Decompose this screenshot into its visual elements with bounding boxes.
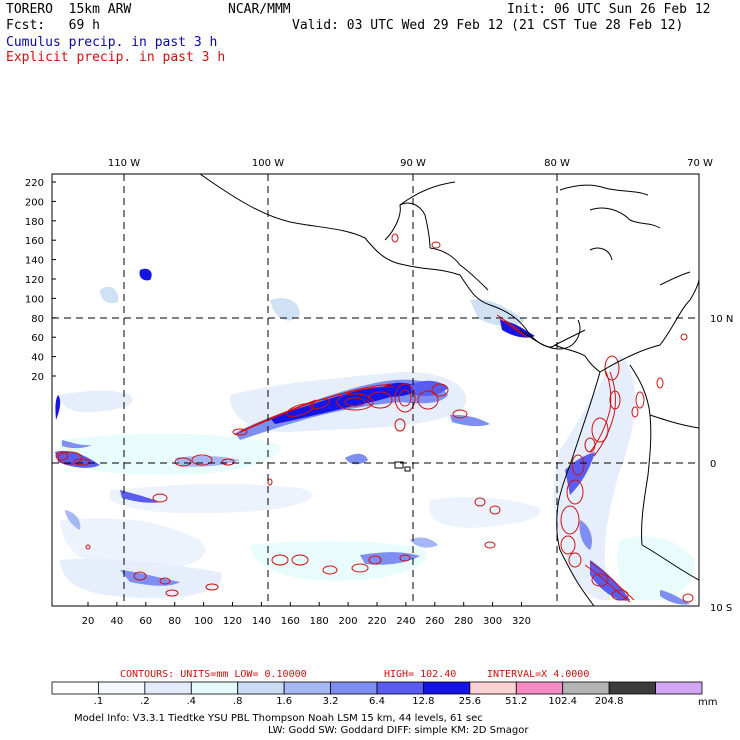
colorbar-label: 51.2 [505,696,527,707]
x-tick-label: 160 [281,616,300,627]
colorbar-swatch [283,681,331,695]
colorbar-label: .2 [140,696,150,707]
colorbar-unit: mm [698,697,717,708]
lon-label-80w: 80 W [544,158,570,169]
y-axis-labels: 220 200 180 160 140 120 100 80 60 40 20 [25,178,56,383]
x-tick-label: 100 [194,616,213,627]
y-tick-label: 140 [25,256,44,267]
colorbar-label: 102.4 [548,696,577,707]
lat-label-10n: 10 N [710,314,733,325]
x-tick-label: 80 [168,616,181,627]
y-tick-label: 80 [31,314,44,325]
colorbar-swatch [330,681,378,695]
colorbar-swatch [515,681,564,695]
x-tick-label: 180 [310,616,329,627]
colorbar-swatch [237,681,285,695]
y-tick-label: 160 [25,236,44,247]
colorbar-swatch [608,681,656,695]
x-axis-labels: 20 40 60 80 100 120 140 160 180 200 220 240 260 280 30… [82,602,531,627]
contour-high: HIGH= 102.40 [384,669,456,680]
cumulus-legend-label: Cumulus precip. in past 3 h [6,35,218,50]
colorbar-label: .4 [187,696,197,707]
colorbar: .1 .2 .4 .8 1.6 3.2 6.4 12.8 25.6 51.2 102.4 204.8 [51,681,703,707]
colorbar-swatch [469,681,517,695]
x-tick-label: 220 [367,616,386,627]
lon-label-90w: 90 W [400,158,426,169]
x-tick-label: 60 [139,616,152,627]
graticule [52,174,699,606]
colorbar-label: 25.6 [459,696,481,707]
colorbar-swatch [144,681,192,695]
x-tick-label: 280 [454,616,473,627]
colorbar-label: 204.8 [595,696,624,707]
colorbar-label: .8 [233,696,243,707]
x-tick-label: 300 [483,616,502,627]
explicit-contours [55,233,694,603]
colorbar-label: 12.8 [412,696,434,707]
plot-frame [51,173,700,607]
colorbar-label: 1.6 [276,696,292,707]
colorbar-swatch [190,681,239,695]
coastlines [199,174,699,606]
x-tick-label: 200 [339,616,358,627]
colorbar-swatch [655,681,703,695]
y-tick-label: 20 [31,372,44,383]
contour-info: CONTOURS: UNITS=mm LOW= 0.10000 [120,669,307,680]
colorbar-swatch [98,681,146,695]
y-tick-label: 180 [25,217,44,228]
lat-label-10s: 10 S [710,603,732,614]
x-tick-label: 260 [425,616,444,627]
colorbar-swatch [423,681,471,695]
y-tick-label: 220 [25,178,44,189]
x-tick-label: 140 [252,616,271,627]
y-tick-label: 120 [25,275,44,286]
x-tick-label: 40 [111,616,124,627]
init-time: Init: 06 UTC Sun 26 Feb 12 [507,2,711,17]
model-title: TORERO 15km ARW [6,2,132,17]
forecast-hour: Fcst: 69 h [6,18,100,33]
lat-label-0: 0 [710,459,716,470]
explicit-legend-label: Explicit precip. in past 3 h [6,50,226,65]
x-tick-label: 320 [512,616,531,627]
y-tick-label: 100 [25,294,44,305]
x-tick-label: 120 [223,616,242,627]
colorbar-swatch [376,681,424,695]
y-tick-label: 40 [31,353,44,364]
model-info: Model Info: V3.3.1 Tiedtke YSU PBL Thomp… [74,713,483,724]
colorbar-label: 6.4 [369,696,385,707]
lon-label-110w: 110 W [108,158,140,169]
contour-interval: INTERVAL=X 4.0000 [487,669,589,680]
colorbar-swatch [51,681,99,695]
x-tick-label: 20 [82,616,95,627]
y-tick-label: 200 [25,197,44,208]
colorbar-label: .1 [94,696,104,707]
lon-label-100w: 100 W [252,158,284,169]
x-tick-label: 240 [396,616,415,627]
y-tick-label: 60 [31,333,44,344]
model-physics: LW: Godd SW: Goddard DIFF: simple KM: 2D… [268,725,529,736]
org-label: NCAR/MMM [228,2,291,17]
lon-label-70w: 70 W [687,158,713,169]
colorbar-label: 3.2 [323,696,339,707]
valid-time: Valid: 03 UTC Wed 29 Feb 12 (21 CST Tue … [292,18,684,33]
colorbar-swatch [562,681,610,695]
